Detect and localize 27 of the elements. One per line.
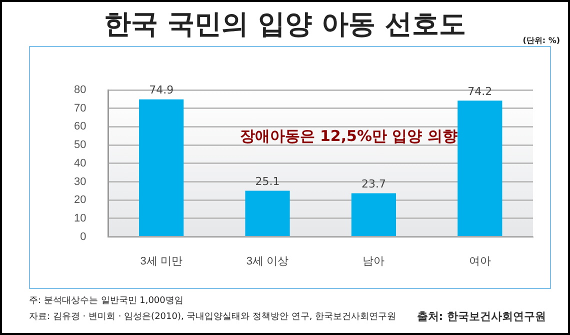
data-label: 74.2	[468, 85, 492, 98]
y-tick-label: 0	[80, 230, 86, 243]
y-tick-label: 50	[74, 139, 86, 152]
text: 주: 분석대상수는 일반국민 1,000명임	[29, 295, 184, 307]
text: 자료: 김유경 · 변미희 · 임성은(2010), 국내입양실태와 정책방안 연구, 한국보건사회연구원	[29, 311, 396, 323]
chart-title: 한국 국민의 입양 아동 선호도	[104, 9, 466, 40]
data-label: 23.7	[361, 178, 386, 191]
source-note: 출처: 한국보건사회연구원	[416, 309, 546, 324]
text: (단위: %)	[522, 35, 560, 46]
annotation: 장애아동은 12,5%만 입양 의향	[240, 126, 458, 145]
y-tick-label: 30	[74, 176, 86, 188]
y-tick-label: 70	[74, 102, 86, 114]
bar	[458, 100, 502, 236]
x-tick-label: 3세 미만	[140, 255, 182, 268]
y-tick-label: 20	[74, 194, 86, 206]
y-tick-label: 60	[74, 120, 86, 133]
y-tick-label: 40	[74, 157, 86, 170]
y-tick-label: 10	[74, 212, 86, 224]
bar	[351, 193, 396, 236]
data-label: 25.1	[255, 175, 280, 188]
x-tick-label: 여아	[468, 255, 491, 268]
bar	[139, 99, 184, 236]
y-tick-label: 80	[74, 84, 86, 96]
x-tick-label: 3세 이상	[246, 255, 289, 268]
x-tick-label: 남아	[362, 255, 385, 268]
bar	[245, 190, 290, 236]
data-label: 74.9	[149, 84, 174, 97]
